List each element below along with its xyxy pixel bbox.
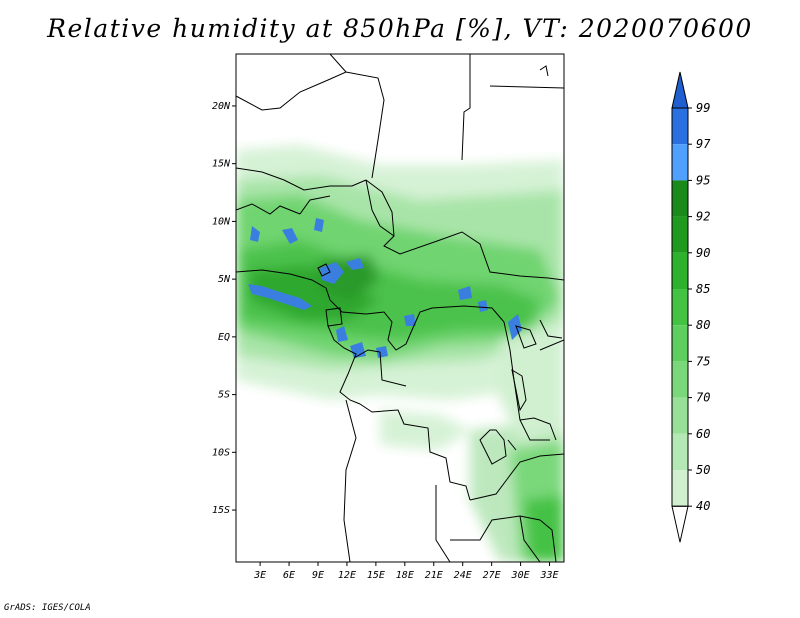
colorbar-max-arrow xyxy=(671,71,689,109)
colorbar-label: 92 xyxy=(696,210,710,224)
lat-tick-label: 5S xyxy=(218,390,230,401)
colorbar-segment xyxy=(672,470,688,507)
lon-tick-label: 18E xyxy=(396,570,414,581)
lat-tick-label: 5N xyxy=(218,274,231,285)
colorbar-segment xyxy=(672,144,688,181)
map-title: Relative humidity at 850hPa [%], VT: 202… xyxy=(47,14,753,43)
colorbar-label: 95 xyxy=(696,173,710,187)
colorbar-segment xyxy=(672,433,688,470)
colorbar-min-arrow xyxy=(671,505,689,543)
lon-tick-label: 3E xyxy=(253,570,266,581)
lon-tick-label: 24E xyxy=(454,570,472,581)
colorbar-label: 60 xyxy=(696,427,710,441)
colorbar-segment xyxy=(672,252,688,289)
colorbar-label: 85 xyxy=(696,282,710,296)
lat-tick-label: 15N xyxy=(212,159,231,170)
lon-tick-label: 12E xyxy=(338,570,356,581)
colorbar-label: 75 xyxy=(696,354,710,368)
colorbar: 40 50 60 70 75 80 85 90 92 95 97 99 xyxy=(671,71,711,543)
colorbar-label: 97 xyxy=(696,137,711,151)
colorbar-segment xyxy=(672,216,688,253)
lon-tick-label: 27E xyxy=(483,570,501,581)
lat-tick-label: 10S xyxy=(212,447,230,458)
longitude-axis: 3E 6E 9E 12E 15E 18E 21E 24E 27E 30E 33E xyxy=(253,562,559,581)
humidity-map: 20N 15N 10N 5N EQ 5S 10S 15S 3E 6E 9E 12E 15E 18E 21E… xyxy=(212,53,711,581)
colorbar-label: 90 xyxy=(696,246,710,260)
latitude-axis: 20N 15N 10N 5N EQ 5S 10S 15S xyxy=(212,101,236,516)
colorbar-label: 40 xyxy=(696,499,710,513)
colorbar-segment xyxy=(672,108,688,145)
lon-tick-label: 6E xyxy=(283,570,295,581)
colorbar-outline xyxy=(671,107,689,507)
lat-tick-label: 20N xyxy=(212,101,231,112)
colorbar-label: 99 xyxy=(696,101,710,115)
colorbar-segment xyxy=(672,325,688,362)
lat-tick-label: 10N xyxy=(212,216,231,227)
colorbar-segment xyxy=(672,397,688,434)
lon-tick-label: 9E xyxy=(312,570,324,581)
lon-tick-label: 21E xyxy=(425,570,443,581)
lon-tick-label: 33E xyxy=(539,570,558,581)
colorbar-segment xyxy=(672,361,688,398)
software-credit: GrADS: IGES/COLA xyxy=(4,603,91,613)
map-frame xyxy=(235,53,565,563)
colorbar-label: 70 xyxy=(696,391,710,405)
lon-tick-label: 30E xyxy=(511,570,530,581)
colorbar-label: 80 xyxy=(696,318,710,332)
lat-tick-label: EQ xyxy=(218,332,230,343)
colorbar-segment xyxy=(672,180,688,217)
lat-tick-label: 15S xyxy=(212,505,230,516)
lon-tick-label: 15E xyxy=(367,570,385,581)
colorbar-label: 50 xyxy=(696,463,710,477)
borders xyxy=(236,54,564,562)
colorbar-segment xyxy=(672,289,688,326)
